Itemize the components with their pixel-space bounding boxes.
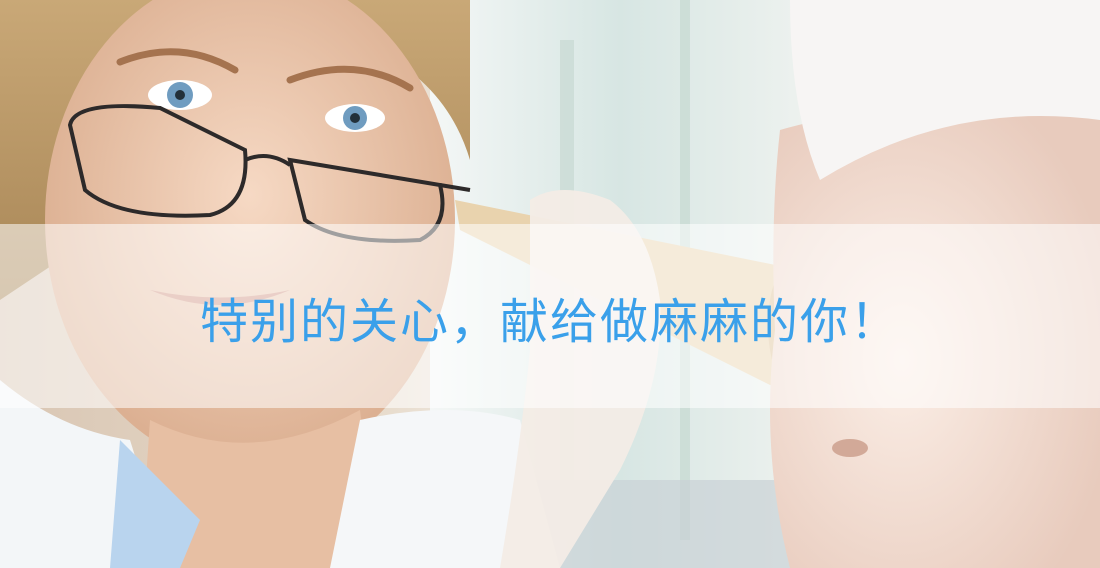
- pupil: [350, 113, 360, 123]
- shirt-hem: [790, 0, 1100, 180]
- doctor-neck: [140, 410, 380, 568]
- doctor-hair: [0, 0, 470, 300]
- glasses-lens: [67, 104, 248, 218]
- lab-coat: [330, 410, 560, 568]
- eyebrow: [116, 48, 239, 74]
- eyebrow: [286, 65, 414, 92]
- glasses-bridge: [244, 154, 292, 167]
- pupil: [175, 90, 185, 100]
- belly-button: [832, 439, 868, 457]
- headline-overlay-strip: [0, 224, 1100, 408]
- shirt-collar: [110, 440, 200, 568]
- glasses-arm: [439, 183, 471, 192]
- banner-headline: 特别的关心，献给做麻麻的你！: [199, 294, 900, 350]
